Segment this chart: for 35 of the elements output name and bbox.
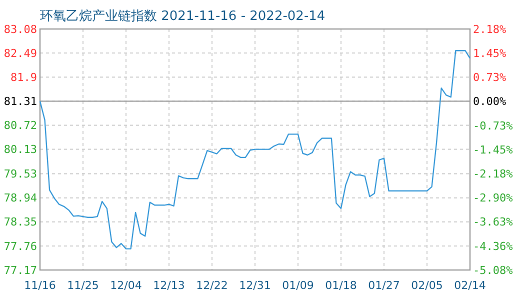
- y2-tick-label: -2.90%: [473, 191, 514, 204]
- y-tick-label: 79.53: [4, 168, 37, 181]
- x-tick-label: 12/22: [196, 279, 228, 292]
- y-tick-label: 81.31: [4, 95, 37, 108]
- y-tick-label: 82.49: [4, 46, 37, 60]
- y-tick-label: 78.35: [4, 216, 37, 229]
- y2-tick-label: -3.63%: [473, 216, 514, 229]
- x-tick-label: 01/18: [325, 279, 357, 292]
- y2-tick-label: 0.73%: [473, 70, 506, 84]
- y2-tick-label: 2.18%: [473, 22, 506, 36]
- y-tick-label: 78.94: [4, 192, 38, 205]
- y2-tick-label: 1.45%: [473, 47, 506, 60]
- y2-tick-label: -1.45%: [473, 143, 514, 156]
- x-tick-label: 01/27: [368, 279, 400, 292]
- chart-title: 环氧乙烷产业链指数 2021-11-16 - 2022-02-14: [40, 9, 326, 24]
- y-tick-label: 83.08: [4, 22, 37, 36]
- x-tick-label: 12/04: [110, 279, 142, 292]
- x-tick-label: 11/25: [67, 279, 99, 292]
- y2-tick-label: 0.00%: [473, 95, 506, 108]
- line-series: [39, 50, 471, 250]
- x-tick-label: 12/31: [239, 279, 271, 292]
- x-tick-label: 02/05: [411, 279, 443, 292]
- y2-tick-label: -0.73%: [473, 119, 514, 132]
- x-tick-label: 11/16: [24, 279, 56, 292]
- y2-tick-label: -4.36%: [473, 240, 514, 253]
- y2-tick-label: -5.08%: [473, 264, 514, 277]
- x-tick-label: 12/13: [153, 279, 185, 292]
- y-tick-label: 77.17: [4, 264, 37, 277]
- y2-tick-label: -2.18%: [473, 168, 514, 181]
- y-tick-label: 80.72: [4, 119, 37, 132]
- y-tick-label: 77.76: [4, 240, 37, 253]
- x-tick-label: 02/14: [454, 279, 486, 292]
- y-tick-label: 81.9: [10, 70, 37, 84]
- y-tick-label: 80.13: [4, 143, 37, 156]
- x-tick-label: 01/09: [282, 279, 314, 292]
